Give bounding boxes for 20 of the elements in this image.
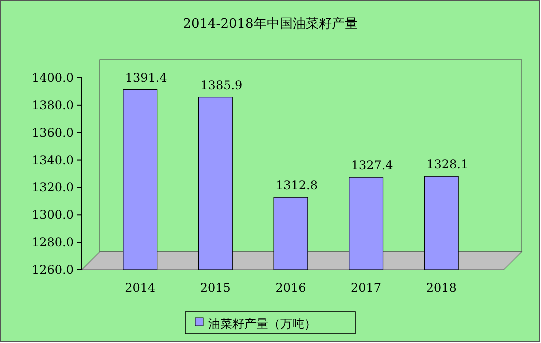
y-tick-label: 1300.0 — [32, 208, 74, 222]
x-tick-label: 2014 — [125, 281, 156, 295]
data-label: 1312.8 — [276, 178, 318, 193]
x-tick-label: 2015 — [200, 281, 231, 295]
y-tick-label: 1360.0 — [32, 126, 74, 140]
data-label: 1327.4 — [351, 158, 394, 173]
data-label: 1385.9 — [200, 78, 243, 92]
x-tick-label: 2017 — [351, 281, 382, 295]
x-tick-label: 2016 — [276, 281, 306, 295]
legend-label: 油菜籽产量（万吨） — [208, 317, 316, 331]
y-tick-label: 1320.0 — [32, 180, 74, 195]
y-tick-label: 1260.0 — [32, 263, 74, 277]
y-tick-label: 1400.0 — [32, 71, 74, 85]
data-label: 1328.1 — [426, 158, 469, 172]
chart-title: 2014-2018年中国油菜籽产量 — [183, 17, 358, 32]
y-tick-label: 1280.0 — [32, 236, 74, 250]
y-tick-label: 1340.0 — [32, 153, 74, 168]
data-label: 1391.4 — [125, 70, 168, 85]
x-tick-label: 2018 — [426, 281, 457, 295]
y-tick-label: 1380.0 — [32, 98, 74, 112]
